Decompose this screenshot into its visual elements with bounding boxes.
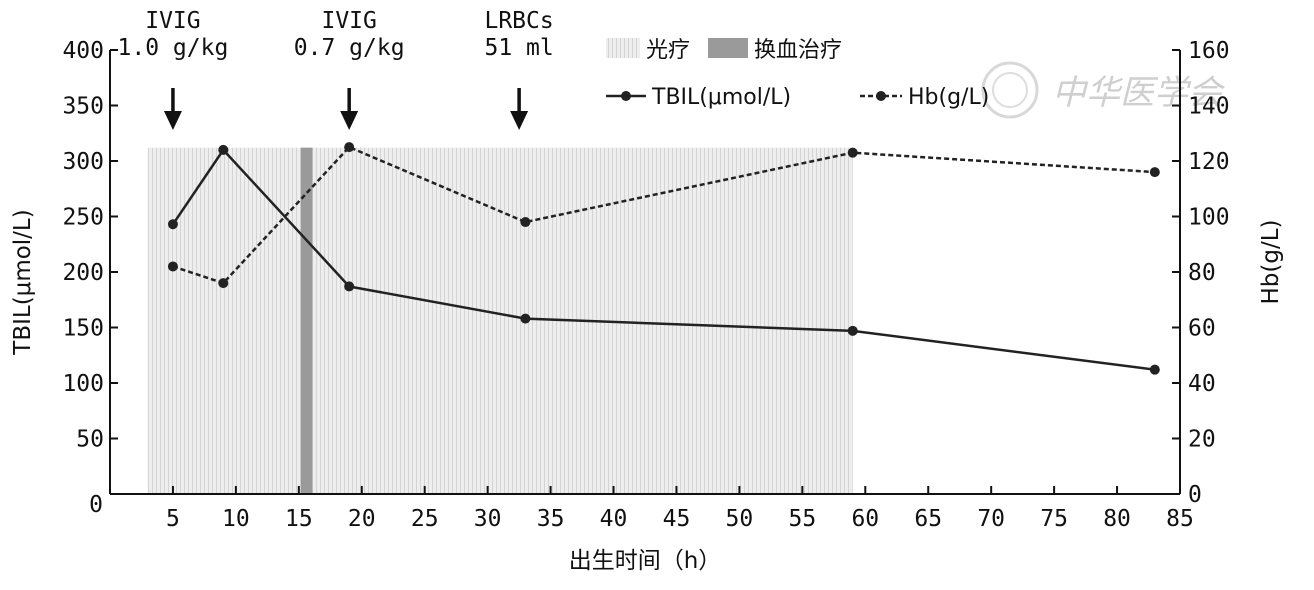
tbil-series-line (171, 147, 1155, 371)
annotation-label: IVIG (145, 8, 200, 34)
x-tick-label: 70 (977, 506, 1005, 532)
hb-data-point (520, 217, 531, 228)
y-left-tick-label: 350 (62, 94, 104, 120)
legend-marker-tbil (621, 91, 631, 101)
y-left-tick-label: 300 (62, 149, 104, 175)
watermark-text: 中华医学会 (1052, 73, 1226, 113)
phototherapy-region (147, 147, 853, 494)
exchange-transfusion-band (300, 147, 313, 494)
x-tick-label: 45 (663, 506, 691, 532)
y-right-tick-label: 140 (1188, 94, 1230, 120)
x-tick-label: 75 (1040, 506, 1068, 532)
y-right-tick-label: 120 (1188, 149, 1230, 175)
y-right-axis-title: Hb(g/L) (1258, 219, 1284, 304)
y-left-tick-label: 50 (76, 427, 104, 453)
x-tick-label: 30 (474, 506, 502, 532)
down-arrow-icon (510, 111, 529, 130)
annotation-label: 0.7 g/kg (294, 35, 405, 61)
y-right-tick-label: 40 (1188, 371, 1216, 397)
y-left-tick-label: 200 (62, 260, 104, 286)
legend-label-phototherapy: 光疗 (646, 38, 690, 63)
x-tick-label: 65 (914, 506, 942, 532)
y-right-tick-label: 60 (1188, 316, 1216, 342)
legend-marker-hb (876, 91, 886, 101)
legend-label-tbil: TBIL(μmol/L) (651, 85, 791, 110)
y-right-tick-label: 160 (1188, 38, 1230, 64)
x-tick-label: 85 (1166, 506, 1194, 532)
annotation-label: LRBCs (484, 8, 553, 34)
hb-data-point (1149, 167, 1160, 178)
tbil-data-point (520, 313, 531, 324)
x-tick-label: 55 (789, 506, 817, 532)
series (167, 142, 1160, 375)
annotation-label: 1.0 g/kg (118, 35, 229, 61)
y-left-tick-label: 150 (62, 316, 104, 342)
y-right-tick-label: 20 (1188, 427, 1216, 453)
y-right-tick-label: 100 (1188, 205, 1230, 231)
x-tick-label: 60 (851, 506, 879, 532)
hb-data-point (344, 142, 355, 153)
watermark-seal-inner (992, 72, 1028, 108)
down-arrow-icon (163, 111, 182, 130)
hb-data-point (167, 261, 178, 272)
x-tick-label: 25 (411, 506, 439, 532)
annotation-label: 51 ml (484, 35, 553, 61)
tbil-data-point (344, 281, 355, 292)
y-left-tick-label: 100 (62, 371, 104, 397)
legend-swatch-exchange (708, 38, 748, 58)
tbil-data-point (167, 219, 178, 230)
hb-series-line (172, 145, 1155, 285)
x-tick-label: 15 (285, 506, 313, 532)
axes: 5010015020025030035040002040608010012014… (10, 38, 1284, 574)
legend-swatch-phototherapy (606, 38, 640, 58)
legend: 光疗 换血治疗 TBIL(μmol/L) Hb(g/L) (606, 38, 989, 110)
down-arrow-icon (340, 111, 359, 130)
y-left-tick-label: 400 (62, 38, 104, 64)
x-tick-label: 10 (222, 506, 250, 532)
x-tick-label: 80 (1103, 506, 1131, 532)
watermark-seal-icon (981, 61, 1039, 119)
tbil-data-point (218, 144, 229, 155)
legend-label-exchange: 换血治疗 (754, 38, 842, 63)
hb-data-point (847, 147, 858, 158)
x-tick-label: 50 (726, 506, 754, 532)
x-tick-label: 20 (348, 506, 376, 532)
watermark: 中华医学会 (981, 61, 1226, 119)
hb-data-point (218, 278, 229, 289)
y-left-axis-title: TBIL(μmol/L) (10, 209, 36, 355)
y-right-tick-label: 0 (1188, 482, 1202, 508)
x-tick-label: 35 (537, 506, 565, 532)
x-axis-title: 出生时间（h） (569, 548, 722, 574)
y-left-tick-label: 250 (62, 205, 104, 231)
x-tick-label: 5 (166, 506, 180, 532)
legend-label-hb: Hb(g/L) (908, 85, 989, 110)
annotation-label: IVIG (321, 8, 376, 34)
plot-area (147, 147, 853, 494)
x-tick-label: 40 (600, 506, 628, 532)
y-right-tick-label: 80 (1188, 260, 1216, 286)
x-tick-label: 0 (89, 492, 103, 518)
tbil-data-point (1149, 364, 1160, 375)
tbil-data-point (847, 325, 858, 336)
